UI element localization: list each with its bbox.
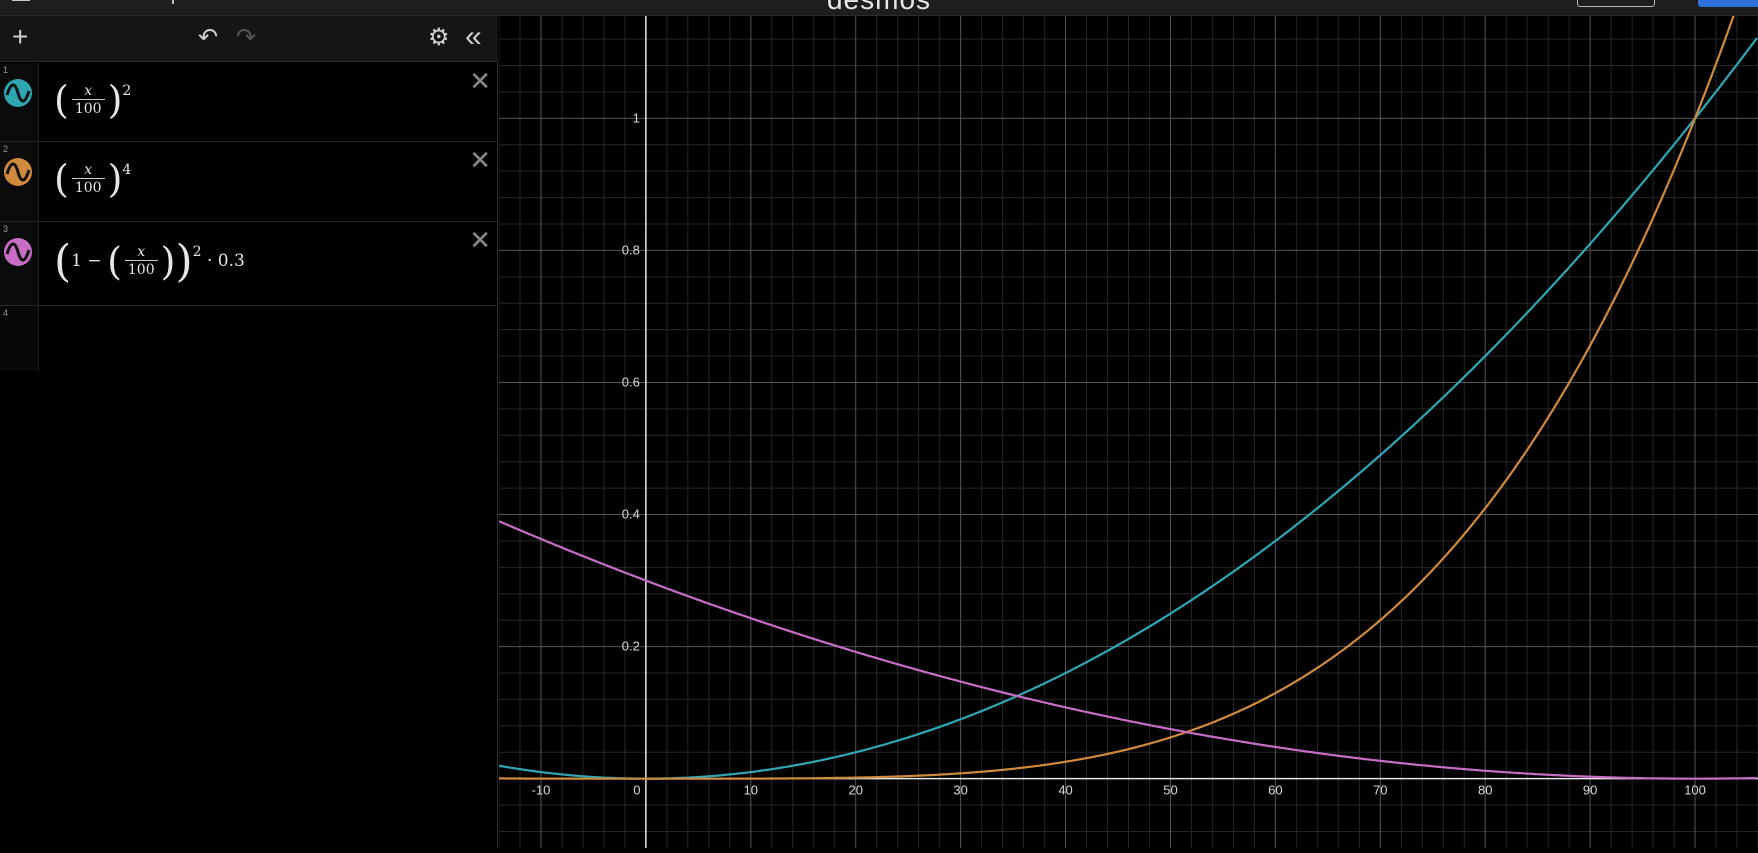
- close-icon[interactable]: ✕: [469, 145, 491, 175]
- x-tick-label: 100: [1684, 783, 1706, 798]
- expression-row-1[interactable]: 1 (x 100)2 ✕: [0, 63, 498, 142]
- expression-math[interactable]: (1 − (x 100))2 · 0.3: [54, 236, 245, 287]
- graph-area[interactable]: -10 0 10 20 30 40 50 60 70 80 90 100 0.2 0.4 0.6 0.8 1: [498, 0, 1758, 848]
- exponent: 2: [192, 244, 202, 260]
- sign-up-button[interactable]: [1698, 0, 1758, 7]
- y-tick-label: 1: [633, 110, 640, 125]
- undo-icon[interactable]: ↶: [198, 24, 219, 51]
- minus-sign: −: [87, 251, 102, 271]
- x-tick-label: -10: [532, 783, 551, 798]
- expression-row-3[interactable]: 3 (1 − (x 100))2 · 0.3 ✕: [0, 222, 498, 306]
- series-curve-3: [498, 520, 1757, 780]
- graph-title-cursor: [172, 0, 174, 4]
- x-tick-label: 70: [1373, 783, 1387, 798]
- fraction-numerator: x: [71, 83, 105, 100]
- fraction-denominator: 100: [74, 179, 102, 196]
- x-tick-label: 80: [1478, 783, 1492, 798]
- expression-math[interactable]: (x 100)4: [54, 157, 132, 201]
- expression-math[interactable]: (x 100)2: [54, 78, 132, 122]
- x-tick-label: 50: [1163, 783, 1177, 798]
- graph-wave-icon[interactable]: [3, 237, 33, 267]
- x-tick-label: 20: [848, 783, 862, 798]
- expression-index: 1: [3, 65, 9, 75]
- expression-gutter: 1: [0, 63, 39, 141]
- y-tick-label: 0.4: [622, 507, 640, 522]
- y-tick-label: 0.2: [622, 639, 640, 654]
- app-title: desmos: [0, 0, 1758, 15]
- fraction-numerator: x: [124, 244, 158, 261]
- series-curve-2: [499, 0, 1741, 780]
- multiplier: · 0.3: [206, 251, 245, 271]
- expression-row-4[interactable]: 4: [0, 306, 498, 371]
- x-tick-label: 40: [1058, 783, 1072, 798]
- exponent: 2: [122, 82, 132, 99]
- graph-wave-icon[interactable]: [3, 78, 33, 108]
- graph-wave-icon[interactable]: [3, 157, 33, 187]
- expression-gutter: 3: [0, 222, 39, 305]
- expression-index: 3: [3, 224, 9, 234]
- expression-row-2[interactable]: 2 (x 100)4 ✕: [0, 142, 498, 222]
- fraction-denominator: 100: [74, 100, 102, 117]
- x-tick-label: 30: [953, 783, 967, 798]
- expression-toolbar: + ↶ ↷ ⚙ «: [0, 16, 498, 62]
- exponent: 4: [122, 161, 132, 178]
- top-bar: desmos: [0, 0, 1758, 16]
- y-tick-label: 0.8: [622, 242, 640, 257]
- collapse-icon[interactable]: «: [465, 20, 482, 53]
- fraction-numerator: x: [71, 162, 105, 179]
- x-tick-label: 0: [633, 783, 640, 798]
- expression-gutter: 2: [0, 142, 39, 221]
- redo-icon[interactable]: ↷: [236, 24, 257, 51]
- expression-gutter: 4: [0, 306, 39, 371]
- graph-canvas[interactable]: -10 0 10 20 30 40 50 60 70 80 90 100 0.2 0.4 0.6 0.8 1: [498, 0, 1758, 848]
- fraction-denominator: 100: [127, 262, 155, 278]
- x-tick-label: 10: [744, 783, 758, 798]
- x-tick-label: 60: [1268, 783, 1282, 798]
- y-tick-label: 0.6: [622, 374, 640, 389]
- expression-panel: + ↶ ↷ ⚙ « 1 (x 100)2 ✕ 2: [0, 16, 498, 848]
- series-curve-1: [498, 37, 1758, 780]
- hamburger-menu-icon[interactable]: [12, 0, 30, 6]
- gear-icon[interactable]: ⚙: [428, 24, 450, 51]
- x-tick-label: 90: [1583, 783, 1597, 798]
- constant-one: 1: [71, 251, 82, 271]
- expression-index: 2: [3, 144, 9, 154]
- share-button[interactable]: [1577, 0, 1655, 7]
- close-icon[interactable]: ✕: [469, 66, 491, 96]
- plus-icon[interactable]: +: [12, 21, 29, 52]
- expression-index: 4: [3, 308, 9, 318]
- close-icon[interactable]: ✕: [469, 225, 491, 255]
